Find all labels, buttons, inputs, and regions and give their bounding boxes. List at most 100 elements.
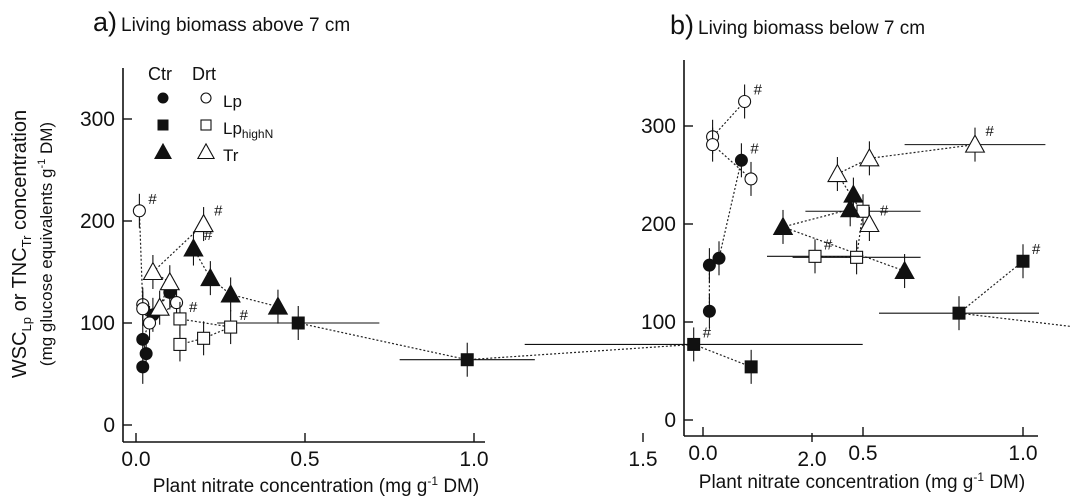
data-point-tr-drt xyxy=(159,271,181,291)
panel-b-title: b) Living biomass below 7 cm xyxy=(670,10,925,40)
y-axis-label-line1: WSCLp or TNCTr concentration xyxy=(9,110,34,378)
panel-b-connector-lines xyxy=(708,101,1070,327)
series-connector-lphighn-ctr xyxy=(957,260,1070,327)
legend-marker-drt-triangle xyxy=(196,142,216,160)
data-point-tr-ctr xyxy=(843,184,864,203)
data-point-tr-drt xyxy=(964,134,986,153)
series-connector-lp-ctr xyxy=(708,160,742,312)
series-connector-lphighn-drt xyxy=(814,211,864,258)
data-point-lphighn-drt xyxy=(850,250,864,264)
legend-label-lp-highn: LphighN xyxy=(223,119,273,141)
y-tick-label: 200 xyxy=(641,213,676,236)
data-point-tr-drt xyxy=(827,163,848,183)
significance-mark: # xyxy=(703,324,712,341)
data-point-tr-drt xyxy=(149,297,170,316)
data-point-lp-ctr xyxy=(136,360,150,374)
panel-a-axes: 0 100 200 300 0.0 0.5 1.0 1.5 2.0 xyxy=(80,68,827,471)
x-tick-label: 0.0 xyxy=(121,448,150,471)
data-point-lphighn-drt xyxy=(808,249,822,263)
legend-marker-ctr-circle xyxy=(157,92,169,104)
data-point-tr-ctr xyxy=(220,284,241,303)
x-tick-label: 0.0 xyxy=(688,442,717,465)
significance-mark: # xyxy=(824,236,833,253)
y-tick-label: 300 xyxy=(641,115,676,138)
data-point-lphighn-drt xyxy=(173,337,187,351)
data-point-lphighn-ctr xyxy=(744,360,758,374)
data-point-tr-ctr xyxy=(200,267,221,287)
data-point-lp-drt xyxy=(706,138,720,152)
data-point-lp-ctr xyxy=(139,347,153,361)
panel-b: b) Living biomass below 7 cm 0 100 200 300 0.… xyxy=(641,10,1070,493)
significance-mark: # xyxy=(204,227,213,244)
legend-marker-drt-circle xyxy=(200,92,212,104)
data-point-lphighn-drt xyxy=(197,331,211,345)
significance-mark: # xyxy=(880,203,889,220)
significance-mark: # xyxy=(214,203,223,220)
data-point-lp-ctr xyxy=(702,304,716,318)
x-tick-label: 1.0 xyxy=(459,448,488,471)
data-point-tr-drt xyxy=(859,147,880,167)
x-tick-label: 1.0 xyxy=(1008,442,1037,465)
legend-marker-drt-square xyxy=(200,119,212,131)
panel-a-x-axis-label: Plant nitrate concentration (mg g-1 DM) xyxy=(153,474,479,497)
data-point-tr-ctr xyxy=(772,216,794,235)
legend-header-ctr: Ctr xyxy=(148,64,172,84)
data-point-lp-drt xyxy=(738,94,752,109)
y-tick-label: 100 xyxy=(641,311,676,334)
y-tick-label: 100 xyxy=(80,312,115,335)
significance-mark: # xyxy=(986,123,995,140)
data-point-tr-ctr xyxy=(839,198,861,218)
panel-a-data-marks: ###### xyxy=(132,191,863,384)
data-point-tr-ctr xyxy=(267,296,289,315)
legend-label-lp: Lp xyxy=(223,92,242,111)
data-point-lp-ctr xyxy=(712,251,726,265)
data-point-lphighn-ctr xyxy=(291,316,305,330)
data-point-lp-ctr xyxy=(702,258,716,272)
data-point-lphighn-drt xyxy=(173,312,187,326)
y-tick-label: 200 xyxy=(80,210,115,233)
series-connector-tr-ctr xyxy=(192,248,279,308)
legend-header-drt: Drt xyxy=(192,64,216,84)
panel-a: a) Living biomass above 7 cm 0 100 200 300 0.… xyxy=(80,7,863,497)
series-connector-tr-drt xyxy=(151,223,205,308)
data-point-tr-ctr xyxy=(183,238,204,257)
series-connector-lp-drt xyxy=(711,101,752,180)
significance-mark: # xyxy=(1032,241,1041,258)
y-axis-label-line2: (mg glucose equivalents g-1 DM) xyxy=(36,122,56,366)
y-tick-label: 300 xyxy=(80,108,115,131)
legend-label-tr: Tr xyxy=(223,146,239,165)
data-point-lphighn-ctr xyxy=(460,353,474,367)
data-point-lp-ctr xyxy=(136,332,150,346)
series-connector-lphighn-drt xyxy=(179,318,233,346)
data-point-tr-drt xyxy=(193,213,214,233)
data-point-lp-drt xyxy=(142,316,157,330)
panel-b-data-marks: # # # # # # xyxy=(702,82,1046,331)
data-point-tr-drt xyxy=(859,213,880,233)
panel-b-x-axis-label: Plant nitrate concentration (mg g-1 DM) xyxy=(699,470,1025,493)
legend: Ctr Drt Lp LphighN Tr xyxy=(148,64,273,165)
data-point-tr-ctr xyxy=(894,260,915,280)
x-tick-label: 0.5 xyxy=(848,442,877,465)
data-point-lphighn-ctr xyxy=(687,337,701,351)
data-point-lphighn-drt xyxy=(224,320,238,334)
legend-marker-ctr-square xyxy=(157,119,169,131)
series-connector-tr-ctr xyxy=(780,194,905,272)
data-point-lp-drt xyxy=(136,302,150,316)
data-point-lp-drt xyxy=(170,296,184,310)
x-tick-label: 0.5 xyxy=(290,448,319,471)
data-point-lp-drt xyxy=(132,204,146,218)
significance-mark: # xyxy=(754,82,763,99)
data-point-tr-drt xyxy=(142,261,164,281)
significance-mark: # xyxy=(240,307,249,324)
data-point-lp-drt xyxy=(744,172,758,186)
data-point-lphighn-ctr xyxy=(952,306,966,320)
y-tick-label: 0 xyxy=(103,414,115,437)
significance-mark: # xyxy=(189,299,198,316)
x-tick-label: 1.5 xyxy=(628,448,657,471)
x-tick-label: 2.0 xyxy=(797,448,826,471)
data-point-lphighn-ctr xyxy=(1016,254,1030,268)
series-connector-tr-drt xyxy=(836,144,976,225)
significance-mark: # xyxy=(750,140,759,157)
